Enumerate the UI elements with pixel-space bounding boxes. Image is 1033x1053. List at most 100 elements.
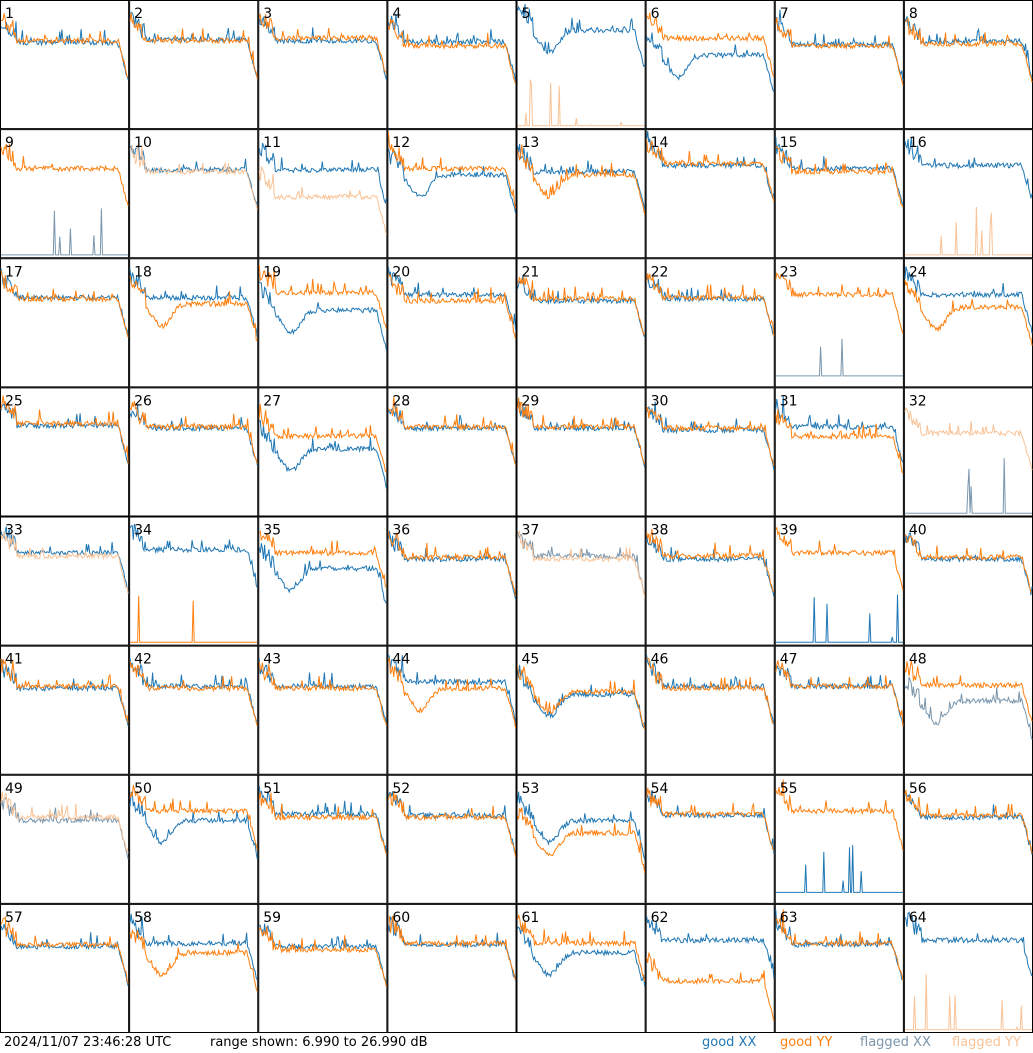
panel-label: 10 (134, 135, 152, 151)
timestamp: 2024/11/07 23:46:28 UTC (4, 1035, 172, 1050)
panel-frame (129, 774, 259, 904)
series-xx (387, 530, 516, 600)
series-xx (0, 795, 129, 860)
panel-frame (516, 903, 646, 1033)
panel-4: 4 (387, 0, 517, 130)
panel-38: 38 (645, 516, 775, 646)
series-yy (129, 275, 258, 342)
panel-label: 56 (909, 781, 927, 797)
panel-frame (516, 645, 646, 775)
panel-57: 57 (0, 903, 130, 1033)
panel-frame (645, 258, 775, 388)
series-yy (258, 166, 387, 235)
series-xx (646, 916, 775, 979)
panel-frame (645, 774, 775, 904)
panel-label: 47 (780, 652, 798, 668)
panel-30: 30 (645, 387, 775, 517)
panel-41: 41 (0, 645, 130, 775)
series-yy (517, 79, 645, 127)
series-xx (387, 654, 516, 723)
panel-26: 26 (129, 387, 259, 517)
panel-label: 55 (780, 781, 798, 797)
panel-5: 5 (516, 0, 646, 130)
panel-frame (129, 903, 259, 1033)
panel-label: 64 (909, 910, 927, 926)
series-yy (775, 909, 904, 981)
panel-label: 23 (780, 264, 798, 280)
panel-label: 44 (392, 652, 410, 668)
panel-label: 63 (780, 910, 798, 926)
panel-label: 1 (5, 6, 14, 22)
panel-34: 34 (129, 516, 259, 646)
series-yy (517, 913, 646, 982)
panel-frame (516, 0, 646, 130)
panel-59: 59 (258, 903, 388, 1033)
series-xx (775, 845, 903, 893)
series-yy (258, 926, 387, 987)
panel-frame (129, 258, 259, 388)
panel-51: 51 (258, 774, 388, 904)
series-yy (129, 401, 258, 464)
series-yy (129, 784, 258, 850)
panel-46: 46 (645, 645, 775, 775)
panel-frame (903, 0, 1033, 130)
panel-label: 15 (780, 135, 798, 151)
series-xx (775, 663, 904, 726)
series-yy (0, 395, 129, 464)
series-xx (904, 676, 1033, 740)
series-xx (646, 789, 775, 854)
series-xx (0, 659, 129, 727)
series-xx (904, 458, 1032, 514)
panel-frame (645, 516, 775, 646)
legend-good-xx: good XX (702, 1035, 757, 1050)
panel-label: 48 (909, 652, 927, 668)
panel-62: 62 (645, 903, 775, 1033)
panel-label: 19 (263, 264, 281, 280)
range-label: range shown: 6.990 to 26.990 dB (210, 1035, 428, 1050)
panel-frame (258, 645, 388, 775)
panel-52: 52 (387, 774, 517, 904)
panel-7: 7 (774, 0, 904, 130)
series-yy (646, 787, 775, 851)
series-xx (129, 523, 258, 588)
panel-frame (387, 258, 517, 388)
panel-frame (129, 387, 259, 517)
panel-29: 29 (516, 387, 646, 517)
panel-label: 57 (5, 910, 23, 926)
panel-40: 40 (903, 516, 1033, 646)
panel-45: 45 (516, 645, 646, 775)
panel-label: 41 (5, 652, 23, 668)
panel-frame (258, 129, 388, 259)
series-yy (0, 916, 129, 984)
series-yy (775, 779, 904, 851)
panel-label: 50 (134, 781, 152, 797)
series-xx (517, 530, 646, 595)
panel-label: 28 (392, 393, 410, 409)
panel-6: 6 (645, 0, 775, 130)
panel-23: 23 (774, 258, 904, 388)
panel-label: 30 (651, 393, 669, 409)
panel-label: 22 (651, 264, 669, 280)
panel-frame (645, 0, 775, 130)
series-xx (258, 281, 387, 351)
panel-frame (774, 0, 904, 130)
series-xx (129, 268, 258, 337)
panel-label: 40 (909, 523, 927, 539)
panel-39: 39 (774, 516, 904, 646)
series-yy (904, 974, 1032, 1031)
panel-60: 60 (387, 903, 517, 1033)
series-yy (387, 531, 516, 597)
panel-label: 36 (392, 523, 410, 539)
panel-label: 25 (5, 393, 23, 409)
panel-label: 62 (651, 910, 669, 926)
panel-frame (0, 0, 130, 130)
series-xx (258, 923, 387, 984)
panel-42: 42 (129, 645, 259, 775)
series-xx (904, 16, 1033, 79)
series-xx (129, 11, 258, 78)
panel-9: 9 (0, 129, 130, 259)
panel-49: 49 (0, 774, 130, 904)
series-yy (387, 18, 516, 84)
panel-frame (258, 774, 388, 904)
series-yy (129, 928, 258, 992)
